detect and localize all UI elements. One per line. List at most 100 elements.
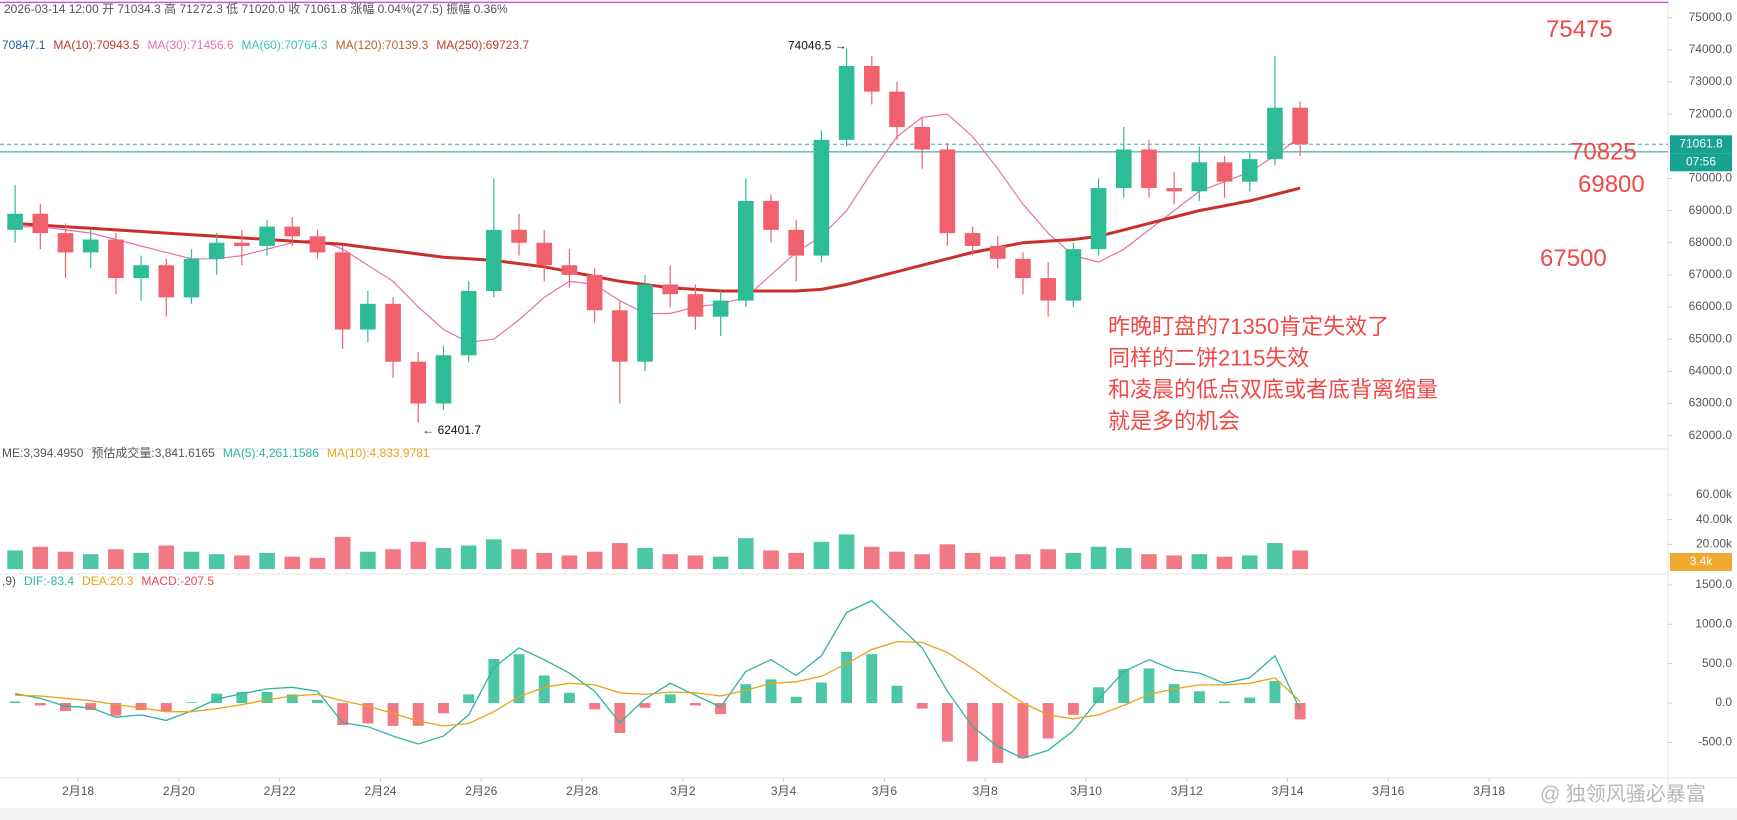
candle-body <box>1267 107 1283 160</box>
legend-entry: MA(250):69723.7 <box>436 38 529 52</box>
candle-body <box>208 242 225 259</box>
macd-bar <box>60 703 71 711</box>
volume-bar <box>939 544 956 569</box>
macd-bar <box>815 682 827 704</box>
candle-body <box>1090 188 1107 250</box>
legend-entry: MA(10):4,833.9781 <box>327 446 430 460</box>
macd-bar <box>916 703 928 709</box>
candle-body <box>259 226 275 246</box>
macd-bar <box>1219 701 1231 704</box>
y-tick-label: 65000.0 <box>1689 331 1733 345</box>
volume-bar <box>234 555 250 569</box>
y-tick-label: 67000.0 <box>1689 267 1733 281</box>
candle-body <box>1115 149 1132 189</box>
volume-bar <box>1040 549 1056 569</box>
candle-body <box>309 236 326 253</box>
annotation: 同样的二饼2115失效 <box>1108 345 1309 370</box>
y-tick-label: 68000.0 <box>1689 235 1733 249</box>
volume-bar <box>1090 546 1107 569</box>
y-tick-label: 60.00k <box>1696 487 1733 501</box>
macd-bar <box>261 692 273 704</box>
macd-bar <box>337 703 349 726</box>
candle-body <box>133 265 149 279</box>
legend-entry: MACD:-207.5 <box>141 574 214 588</box>
candle-body <box>1241 159 1258 182</box>
macd-bar <box>513 654 525 704</box>
candle-body <box>1065 249 1082 301</box>
candle-body <box>1191 162 1208 192</box>
macd-bar <box>488 658 500 704</box>
macd-bar <box>110 703 122 716</box>
candle-body <box>183 258 200 298</box>
annotation: 昨晚盯盘的71350肯定失效了 <box>1108 314 1389 339</box>
macd-bar <box>362 703 374 724</box>
volume-bar <box>763 550 779 569</box>
candle-body <box>586 274 603 311</box>
volume-bar <box>1216 556 1233 569</box>
macd-bar <box>967 703 979 762</box>
macd-bar <box>841 651 853 704</box>
volume-bar <box>889 551 905 569</box>
volume-bar <box>662 554 679 569</box>
y-tick-label: 74000.0 <box>1689 42 1733 56</box>
volume-bar <box>133 552 149 569</box>
watermark: @ 独领风骚必暴富 <box>1540 782 1706 805</box>
volume-bar <box>360 551 376 569</box>
volume-bar <box>460 545 477 569</box>
ma-line <box>14 186 1301 293</box>
candle-body <box>788 229 805 256</box>
volume-bar <box>334 536 351 569</box>
candle-body <box>385 303 401 362</box>
macd-bar <box>1269 680 1281 704</box>
legend-entry: 70847.1 <box>2 38 46 52</box>
y-tick-label: 63000.0 <box>1689 396 1733 410</box>
candle-body <box>889 91 905 127</box>
macd-bar <box>34 703 46 706</box>
y-tick-label: -500.0 <box>1698 735 1732 749</box>
header: 2026-03-14 12:00 开 71034.3 高 71272.3 低 7… <box>4 1 508 16</box>
candle-body <box>914 126 930 150</box>
volume-bar <box>410 541 427 569</box>
macd-bar <box>715 703 727 715</box>
macd-bar <box>1193 691 1205 704</box>
volume-bar <box>7 550 23 569</box>
macd-bar <box>85 703 97 711</box>
macd-bar <box>412 703 424 726</box>
dif-line <box>14 599 1301 759</box>
macd-bar <box>186 702 197 704</box>
volume-bar <box>712 556 729 569</box>
macd-bar <box>135 703 147 711</box>
volume-bar <box>385 549 401 569</box>
macd-bar <box>891 685 903 704</box>
candle-body <box>939 149 956 234</box>
candle-body <box>536 242 553 266</box>
volume-bar <box>1191 554 1208 569</box>
annotation: 和凌晨的低点双底或者底背离缩量 <box>1108 377 1438 402</box>
macd-bar <box>740 684 752 704</box>
macd-bar <box>689 703 701 706</box>
volume-bar <box>511 549 527 569</box>
candle-body <box>637 284 653 362</box>
y-tick-label: 66000.0 <box>1689 299 1733 313</box>
macd-bar <box>1244 697 1256 704</box>
candle-body <box>108 239 124 279</box>
volume-bar <box>561 555 578 569</box>
volume-bar <box>1292 550 1308 569</box>
candle-body <box>334 252 351 330</box>
volume-bar <box>813 541 830 569</box>
level-label: 67500 <box>1540 245 1607 272</box>
volume-bar <box>612 543 628 569</box>
x-tick-label: 2月20 <box>163 784 195 798</box>
volume-tag-label: 3.4k <box>1690 554 1714 568</box>
candle-body <box>1216 162 1233 182</box>
volume-bar <box>1141 554 1157 569</box>
low-label: ← 62401.7 <box>422 423 481 437</box>
legend-entry: MA(60):70764.3 <box>242 38 328 52</box>
volume-bar <box>57 551 74 569</box>
candle-body <box>158 265 175 298</box>
volume-bar <box>586 551 603 569</box>
volume-bar <box>838 534 855 569</box>
y-tick-label: 1500.0 <box>1695 577 1732 591</box>
price-tag <box>1670 135 1732 154</box>
